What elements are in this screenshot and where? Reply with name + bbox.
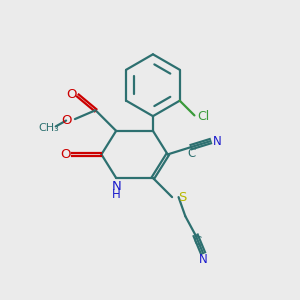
Text: Cl: Cl: [197, 110, 209, 123]
Text: O: O: [60, 148, 71, 161]
Text: H: H: [112, 188, 121, 201]
Text: S: S: [178, 190, 187, 204]
Text: CH₃: CH₃: [38, 123, 59, 133]
Text: N: N: [199, 253, 207, 266]
Text: C: C: [193, 235, 201, 248]
Text: O: O: [66, 88, 76, 100]
Text: N: N: [111, 180, 121, 193]
Text: N: N: [212, 135, 221, 148]
Text: C: C: [187, 147, 195, 160]
Text: O: O: [61, 114, 71, 127]
